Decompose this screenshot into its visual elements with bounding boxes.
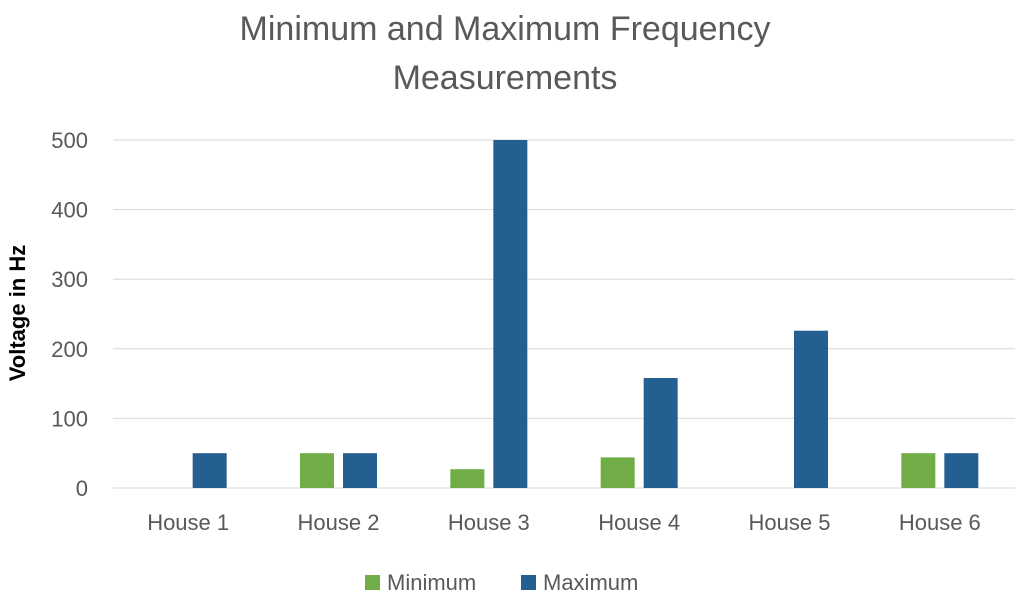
legend-swatch-minimum — [365, 575, 380, 590]
y-tick-label: 300 — [51, 267, 88, 292]
y-tick-label: 0 — [76, 476, 88, 501]
bar-minimum-6 — [901, 453, 936, 488]
x-tick-label: House 6 — [899, 510, 981, 535]
bar-maximum-4 — [643, 378, 678, 488]
x-tick-label: House 3 — [448, 510, 530, 535]
chart-title-line-1: Minimum and Maximum Frequency — [240, 10, 771, 48]
legend-swatch-maximum — [521, 575, 536, 590]
y-axis-label: Voltage in Hz — [5, 245, 30, 382]
bar-maximum-2 — [343, 453, 377, 488]
x-tick-label: House 2 — [298, 510, 380, 535]
y-tick-label: 200 — [51, 337, 88, 362]
x-tick-label: House 1 — [147, 510, 229, 535]
bars — [192, 140, 979, 488]
bar-maximum-5 — [794, 330, 828, 488]
y-axis-ticks: 0 100 200 300 400 500 — [51, 128, 88, 501]
chart-title-line-2: Measurements — [393, 59, 618, 97]
legend: Minimum Maximum — [365, 570, 638, 595]
y-tick-label: 500 — [51, 128, 88, 153]
bar-minimum-4 — [600, 457, 635, 488]
x-tick-label: House 5 — [749, 510, 831, 535]
bar-maximum-1 — [192, 453, 227, 488]
chart-title: Minimum and Maximum Frequency Measuremen… — [240, 10, 771, 97]
y-tick-label: 100 — [51, 406, 88, 431]
bar-maximum-3 — [493, 140, 528, 488]
x-axis-ticks: House 1 House 2 House 3 House 4 House 5 House… — [147, 510, 981, 535]
y-tick-label: 400 — [51, 198, 88, 223]
bar-maximum-6 — [944, 453, 979, 488]
gridlines — [113, 139, 1015, 489]
bar-minimum-2 — [300, 453, 334, 488]
legend-label-minimum: Minimum — [387, 570, 476, 595]
x-tick-label: House 4 — [598, 510, 680, 535]
bar-minimum-3 — [450, 469, 485, 488]
legend-label-maximum: Maximum — [543, 570, 638, 595]
